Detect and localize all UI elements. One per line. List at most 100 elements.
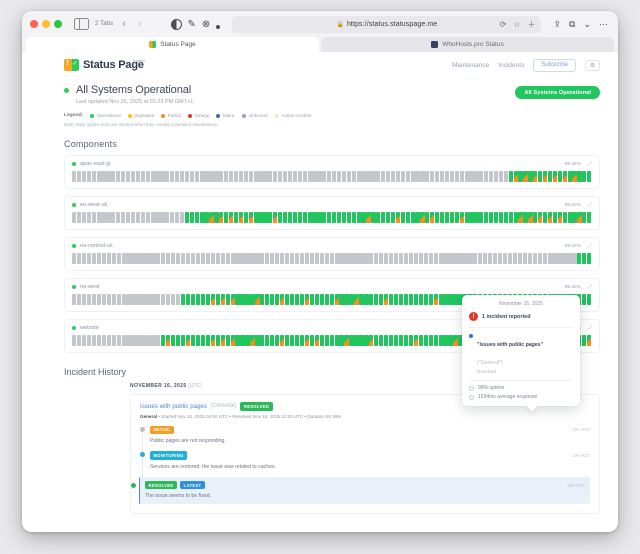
uptime-tick[interactable] <box>195 253 201 264</box>
uptime-tick[interactable] <box>517 253 523 264</box>
uptime-tick[interactable] <box>243 171 248 182</box>
uptime-tick[interactable] <box>86 335 92 346</box>
uptime-tick[interactable] <box>557 253 562 264</box>
uptime-tick[interactable] <box>265 253 270 264</box>
uptime-tick[interactable] <box>435 212 440 223</box>
uptime-tick[interactable] <box>297 171 302 182</box>
uptime-tick[interactable] <box>459 171 464 182</box>
uptime-tick[interactable] <box>439 212 445 223</box>
uptime-tick[interactable] <box>339 294 344 305</box>
uptime-tick[interactable] <box>171 294 176 305</box>
chevron-expand-icon[interactable]: ⤢ <box>587 202 592 208</box>
uptime-tick[interactable] <box>294 294 300 305</box>
sidebar-toggle-icon[interactable] <box>74 18 89 30</box>
uptime-tick[interactable] <box>189 212 194 223</box>
uptime-tick[interactable] <box>443 335 448 346</box>
uptime-tick[interactable] <box>209 212 214 223</box>
uptime-tick[interactable] <box>96 294 102 305</box>
uptime-tick[interactable] <box>91 253 97 264</box>
uptime-tick[interactable] <box>552 171 558 182</box>
uptime-tick[interactable] <box>205 294 210 305</box>
uptime-tick[interactable] <box>126 253 131 264</box>
uptime-tick[interactable] <box>268 171 273 182</box>
download-icon[interactable]: ⌄ <box>583 18 591 29</box>
uptime-tick[interactable] <box>81 171 87 182</box>
uptime-tick[interactable] <box>354 253 359 264</box>
uptime-tick[interactable] <box>126 294 131 305</box>
uptime-tick[interactable] <box>292 171 297 182</box>
component-card[interactable]: na-west 99.38% ⤢ <box>64 278 600 312</box>
uptime-tick[interactable] <box>81 294 87 305</box>
uptime-tick[interactable] <box>327 171 332 182</box>
uptime-tick[interactable] <box>76 253 82 264</box>
uptime-tick[interactable] <box>425 171 430 182</box>
uptime-tick[interactable] <box>433 253 438 264</box>
uptime-tick[interactable] <box>101 294 106 305</box>
uptime-tick[interactable] <box>379 335 384 346</box>
uptime-tick[interactable] <box>111 335 116 346</box>
uptime-tick[interactable] <box>106 253 111 264</box>
uptime-tick[interactable] <box>250 253 255 264</box>
uptime-tick-bar[interactable] <box>72 171 592 182</box>
uptime-tick[interactable] <box>413 335 419 346</box>
uptime-tick[interactable] <box>250 335 255 346</box>
uptime-tick[interactable] <box>527 253 532 264</box>
uptime-tick[interactable] <box>374 294 379 305</box>
uptime-tick[interactable] <box>248 171 253 182</box>
uptime-tick[interactable] <box>292 212 297 223</box>
uptime-tick[interactable] <box>209 171 214 182</box>
uptime-tick[interactable] <box>428 335 433 346</box>
uptime-tick[interactable] <box>493 171 499 182</box>
uptime-tick[interactable] <box>410 212 415 223</box>
uptime-tick[interactable] <box>302 171 307 182</box>
uptime-tick[interactable] <box>381 171 386 182</box>
uptime-tick[interactable] <box>369 335 374 346</box>
uptime-tick[interactable] <box>332 171 337 182</box>
uptime-tick[interactable] <box>317 212 322 223</box>
uptime-tick[interactable] <box>220 294 225 305</box>
uptime-tick[interactable] <box>165 212 170 223</box>
uptime-tick[interactable] <box>344 294 349 305</box>
uptime-tick[interactable] <box>369 253 374 264</box>
uptime-tick[interactable] <box>473 253 478 264</box>
uptime-tick-bar[interactable] <box>72 253 592 264</box>
uptime-tick[interactable] <box>289 253 295 264</box>
uptime-tick[interactable] <box>280 253 285 264</box>
uptime-tick[interactable] <box>448 294 453 305</box>
uptime-tick[interactable] <box>205 335 210 346</box>
uptime-tick[interactable] <box>403 335 409 346</box>
uptime-tick[interactable] <box>493 212 499 223</box>
uptime-tick[interactable] <box>439 171 445 182</box>
uptime-tick[interactable] <box>190 253 196 264</box>
uptime-tick[interactable] <box>96 171 101 182</box>
uptime-tick[interactable] <box>354 335 359 346</box>
uptime-tick[interactable] <box>121 294 126 305</box>
uptime-tick[interactable] <box>438 335 443 346</box>
uptime-tick[interactable] <box>91 212 96 223</box>
uptime-tick[interactable] <box>270 294 275 305</box>
uptime-tick[interactable] <box>324 335 329 346</box>
extension-dot-icon[interactable] <box>216 24 221 29</box>
uptime-tick[interactable] <box>210 294 215 305</box>
uptime-tick[interactable] <box>351 171 356 182</box>
uptime-tick[interactable] <box>562 212 567 223</box>
uptime-tick[interactable] <box>572 212 577 223</box>
uptime-tick[interactable] <box>101 335 106 346</box>
uptime-tick[interactable] <box>255 335 260 346</box>
uptime-tick[interactable] <box>116 171 121 182</box>
uptime-tick[interactable] <box>547 212 553 223</box>
uptime-tick[interactable] <box>294 253 300 264</box>
uptime-tick[interactable] <box>199 212 204 223</box>
uptime-tick[interactable] <box>284 335 290 346</box>
forward-button[interactable]: › <box>137 18 142 30</box>
uptime-tick[interactable] <box>265 335 270 346</box>
uptime-tick[interactable] <box>359 335 364 346</box>
uptime-tick[interactable] <box>161 294 166 305</box>
uptime-tick[interactable] <box>503 212 508 223</box>
address-bar[interactable]: 🔒 https://status.statuspage.me ⟳ ☆ ＋ <box>232 15 542 33</box>
uptime-tick[interactable] <box>284 253 290 264</box>
uptime-tick[interactable] <box>96 212 101 223</box>
uptime-tick[interactable] <box>294 335 300 346</box>
uptime-tick[interactable] <box>233 171 239 182</box>
uptime-tick[interactable] <box>220 253 225 264</box>
